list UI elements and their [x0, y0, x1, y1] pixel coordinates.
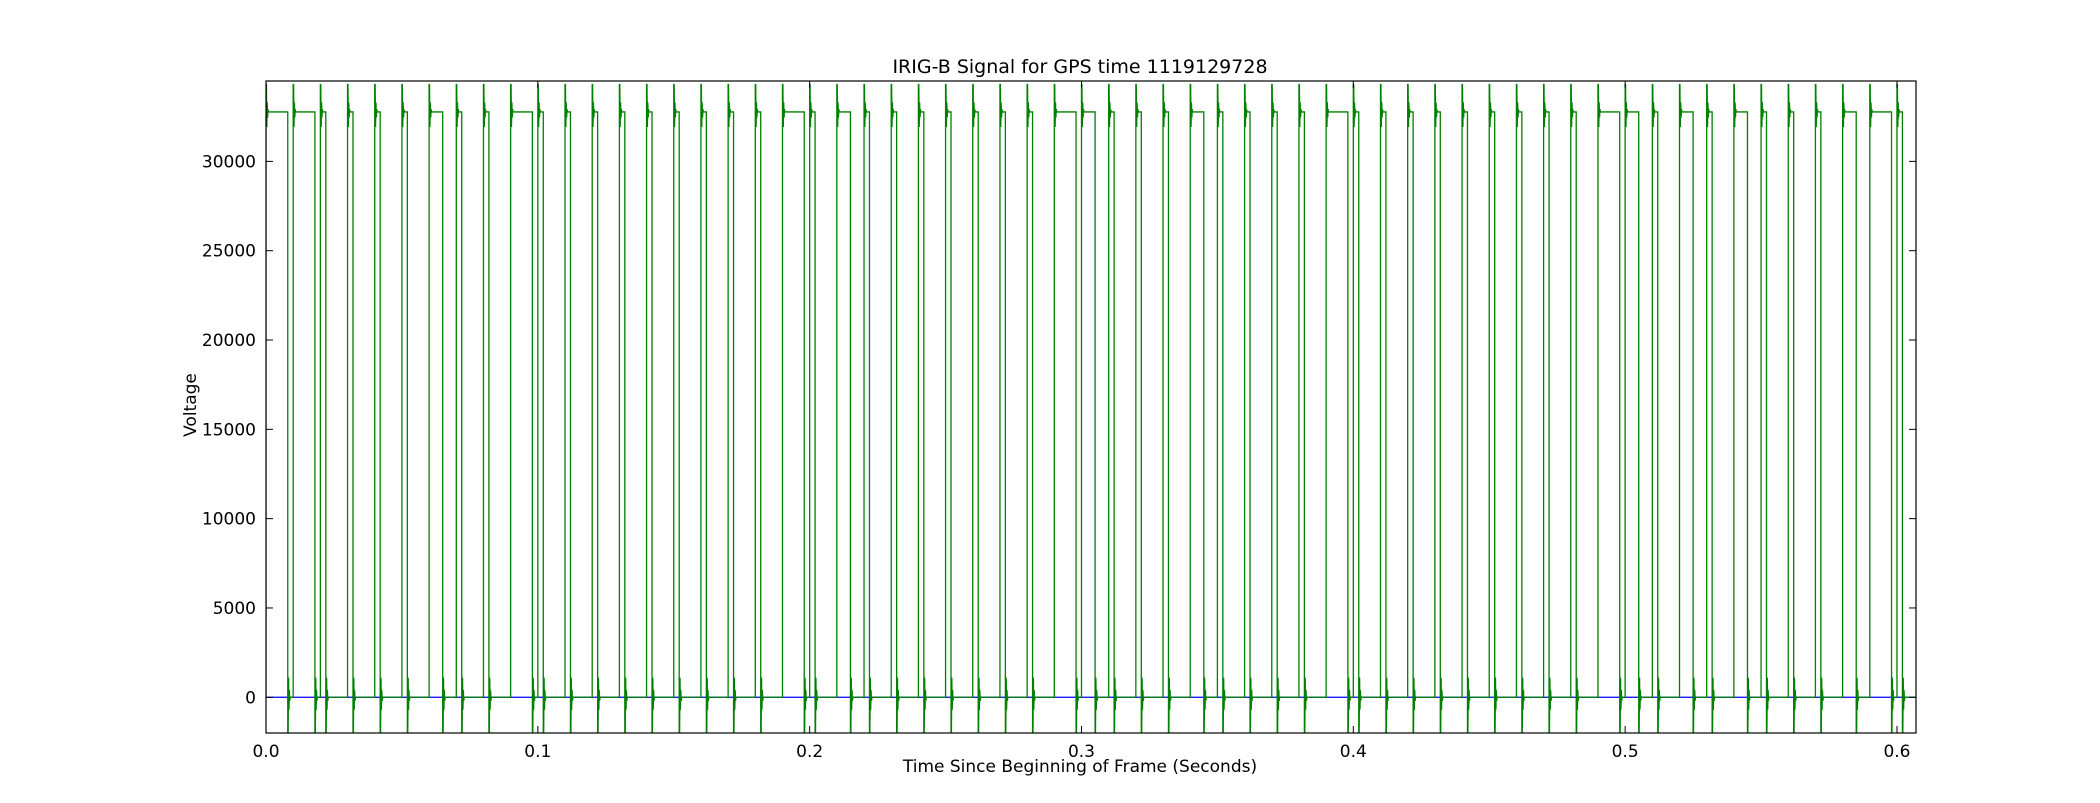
chart-title: IRIG-B Signal for GPS time 1119129728	[892, 56, 1267, 78]
y-tick-label: 5000	[213, 599, 256, 619]
y-tick-label: 30000	[202, 152, 256, 172]
x-tick-label: 0.0	[252, 742, 279, 762]
y-axis-label: Voltage	[181, 373, 201, 437]
y-tick-label: 0	[245, 688, 256, 708]
x-tick-label: 0.6	[1883, 742, 1910, 762]
y-axis-ticks: 0 5000 10000 15000 20000 25000 30000	[202, 152, 1916, 708]
x-axis-label: Time Since Beginning of Frame (Seconds)	[902, 757, 1257, 777]
y-tick-label: 10000	[202, 510, 256, 530]
plot-frame	[265, 80, 1917, 734]
y-tick-label: 15000	[202, 420, 256, 440]
y-tick-label: 25000	[202, 242, 256, 262]
series-irig-signal	[266, 83, 1916, 733]
x-tick-label: 0.4	[1340, 742, 1367, 762]
x-tick-label: 0.5	[1612, 742, 1639, 762]
y-tick-label: 20000	[202, 331, 256, 351]
x-tick-label: 0.1	[524, 742, 551, 762]
x-tick-label: 0.2	[796, 742, 823, 762]
x-tick-label: 0.3	[1068, 742, 1095, 762]
x-axis-ticks: 0.0 0.1 0.2 0.3 0.4 0.5 0.6	[252, 81, 1910, 762]
series-layer	[266, 83, 1916, 733]
